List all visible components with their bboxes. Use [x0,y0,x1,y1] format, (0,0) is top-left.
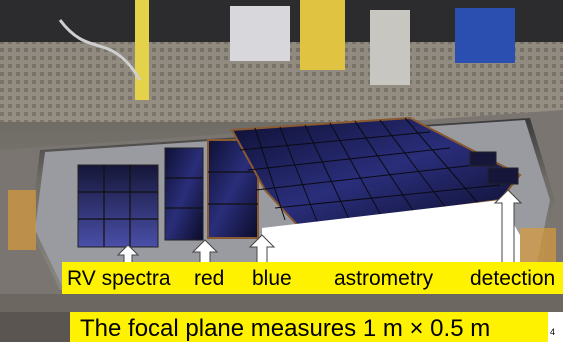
cable [58,19,142,81]
lower-photo [0,294,563,312]
page-number: 4 [550,327,556,337]
kapton-right [520,228,556,268]
astrometry-callout [262,200,520,262]
equipment-cabinet [230,6,290,61]
label-blue: blue [252,267,292,290]
robot-arm [370,10,410,85]
label-red: red [194,267,225,290]
label-band [62,262,563,294]
blue-cabinet [455,8,515,63]
label-detection: detection [470,267,556,290]
bottom-left-photo [0,312,70,342]
equipment-yellow [300,0,345,70]
rv-spectra-detectors [77,164,159,248]
red-detectors [164,147,204,241]
caption-box: The focal plane measures 1 m × 0.5 m [70,312,548,342]
kapton-left [8,190,36,250]
label-rv-spectra: RV spectra [67,267,171,290]
detection-detectors [469,151,519,185]
yellow-post [135,0,149,100]
caption-text: The focal plane measures 1 m × 0.5 m [80,315,491,342]
label-astrometry: astrometry [334,267,434,290]
